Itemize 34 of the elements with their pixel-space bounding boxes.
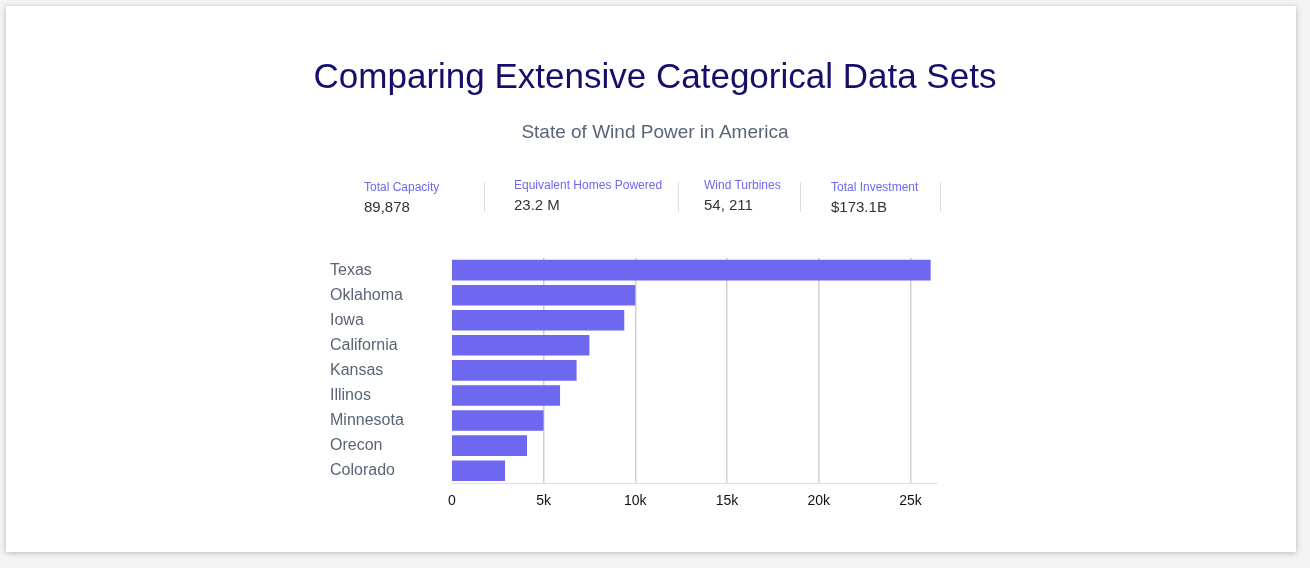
bar bbox=[451, 284, 636, 306]
y-tick-label: California bbox=[330, 335, 398, 353]
y-tick-label: Texas bbox=[330, 260, 372, 278]
x-tick-label: 0 bbox=[447, 492, 456, 509]
bar bbox=[451, 460, 506, 481]
text: Total Capacity bbox=[364, 180, 440, 194]
text: Equivalent Homes Powered bbox=[514, 178, 663, 192]
bar bbox=[451, 309, 625, 331]
y-tick-label: Colorado bbox=[330, 461, 396, 479]
bar bbox=[451, 435, 528, 456]
y-tick-label: Illinos bbox=[330, 385, 371, 403]
bar bbox=[451, 259, 931, 281]
x-tick-label: 5k bbox=[536, 492, 552, 509]
chart-title: Comparing Extensive Categorical Data Sets bbox=[312, 56, 998, 96]
text: 89,878 bbox=[364, 198, 411, 215]
x-tick-label: 10k bbox=[624, 492, 648, 509]
bar bbox=[451, 360, 577, 381]
x-tick-label: 25k bbox=[899, 492, 923, 509]
text: 54, 211 bbox=[704, 196, 754, 213]
bar bbox=[451, 385, 561, 406]
x-tick-label: 20k bbox=[807, 492, 832, 509]
text: $173.1B bbox=[831, 198, 888, 215]
text: Wind Turbines bbox=[704, 178, 781, 192]
y-tick-label: Iowa bbox=[330, 310, 364, 328]
text: 23.2 M bbox=[514, 196, 561, 213]
y-tick-label: Oklahoma bbox=[330, 285, 404, 303]
y-tick-label: Minnesota bbox=[330, 410, 404, 428]
y-tick-label: Orecon bbox=[330, 436, 383, 454]
x-tick-label: 15k bbox=[715, 492, 740, 509]
y-tick-label: Kansas bbox=[330, 360, 384, 378]
text: Total Investment bbox=[831, 180, 919, 194]
bar bbox=[451, 335, 590, 356]
chart-subtitle: State of Wind Power in America bbox=[520, 121, 790, 143]
bar bbox=[451, 410, 544, 431]
